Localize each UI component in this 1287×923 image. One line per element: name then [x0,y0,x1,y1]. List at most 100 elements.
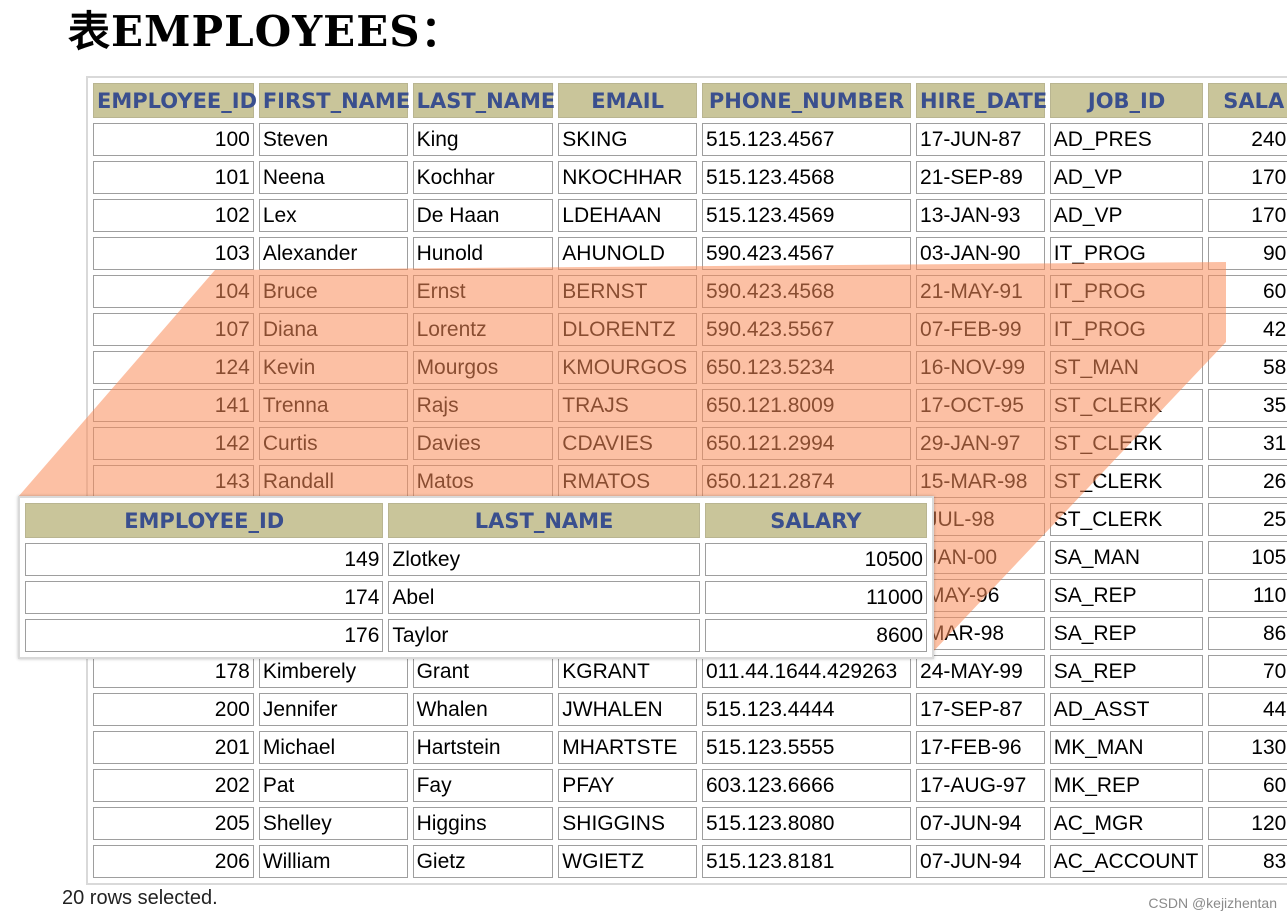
employees-cell-sala: 600 [1208,769,1287,802]
employees-cell-job-id: ST_CLERK [1049,465,1204,498]
employees-cell-sala: 1300 [1208,731,1287,764]
employees-cell-employee-id: 141 [93,389,254,422]
employees-cell-first-name: Diana [258,313,408,346]
employees-cell-employee-id: 178 [93,655,254,688]
employees-cell-sala: 1200 [1208,807,1287,840]
employees-cell-last-name: Higgins [412,807,554,840]
query-result-body: 149 Zlotkey 10500 174 Abel 11000 176 Taylor 8600 [25,543,927,652]
result-cell-last-name: Taylor [388,619,700,652]
employees-cell-phone-number: 590.423.4568 [701,275,912,308]
employees-cell-hire-date: 21-SEP-89 [916,161,1045,194]
employees-cell-last-name: Kochhar [412,161,554,194]
result-row: 176 Taylor 8600 [25,619,927,652]
employees-cell-sala: 1100 [1208,579,1287,612]
employees-cell-hire-date: 15-MAR-98 [916,465,1045,498]
employees-header-sala: SALA [1208,83,1287,118]
employees-cell-email: SHIGGINS [558,807,697,840]
employees-cell-first-name: Alexander [258,237,408,270]
query-result-header: EMPLOYEE_ID LAST_NAME SALARY [25,503,927,538]
employees-cell-sala: 260 [1208,465,1287,498]
employees-cell-first-name: Curtis [258,427,408,460]
employees-cell-email: PFAY [558,769,697,802]
employees-row: 206 William Gietz WGIETZ 515.123.8181 07-JUN-… [93,845,1287,878]
employees-row: 100 Steven King SKING 515.123.4567 17-JUN-87 A… [93,123,1287,156]
employees-cell-sala: 600 [1208,275,1287,308]
result-cell-employee-id: 176 [25,619,384,652]
employees-cell-job-id: ST_CLERK [1049,503,1204,536]
employees-cell-job-id: SA_REP [1049,579,1204,612]
employees-cell-email: SKING [558,123,697,156]
employees-cell-last-name: King [412,123,554,156]
result-cell-employee-id: 149 [25,543,384,576]
employees-cell-hire-date: -MAR-98 [916,617,1045,650]
employees-cell-first-name: Jennifer [258,693,408,726]
employees-cell-phone-number: 650.121.8009 [701,389,912,422]
employees-cell-job-id: AD_PRES [1049,123,1204,156]
employees-cell-last-name: Rajs [412,389,554,422]
employees-cell-hire-date: 29-JAN-97 [916,427,1045,460]
employees-cell-employee-id: 200 [93,693,254,726]
employees-cell-first-name: Steven [258,123,408,156]
employees-cell-last-name: Whalen [412,693,554,726]
employees-row: 102 Lex De Haan LDEHAAN 515.123.4569 13-JAN-9… [93,199,1287,232]
employees-cell-sala: 580 [1208,351,1287,384]
employees-cell-job-id: SA_REP [1049,655,1204,688]
employees-cell-sala: 310 [1208,427,1287,460]
employees-cell-phone-number: 590.423.4567 [701,237,912,270]
employees-cell-hire-date: 17-OCT-95 [916,389,1045,422]
employees-cell-job-id: AC_MGR [1049,807,1204,840]
employees-cell-job-id: MK_REP [1049,769,1204,802]
employees-cell-email: RMATOS [558,465,697,498]
employees-cell-first-name: Pat [258,769,408,802]
employees-cell-phone-number: 590.423.5567 [701,313,912,346]
employees-cell-last-name: Hunold [412,237,554,270]
employees-cell-employee-id: 202 [93,769,254,802]
result-cell-employee-id: 174 [25,581,384,614]
employees-row: 202 Pat Fay PFAY 603.123.6666 17-AUG-97 MK_REP… [93,769,1287,802]
employees-row: 201 Michael Hartstein MHARTSTE 515.123.5555 1… [93,731,1287,764]
employees-cell-last-name: Mourgos [412,351,554,384]
employees-cell-email: BERNST [558,275,697,308]
employees-cell-employee-id: 103 [93,237,254,270]
employees-row: 200 Jennifer Whalen JWHALEN 515.123.4444 17-S… [93,693,1287,726]
employees-cell-hire-date: -JAN-00 [916,541,1045,574]
employees-cell-phone-number: 515.123.8181 [701,845,912,878]
employees-cell-job-id: AC_ACCOUNT [1049,845,1204,878]
employees-cell-sala: 1050 [1208,541,1287,574]
employees-cell-job-id: MK_MAN [1049,731,1204,764]
employees-cell-job-id: SA_MAN [1049,541,1204,574]
employees-table: EMPLOYEE_ID FIRST_NAME LAST_NAME EMAIL PHONE… [86,76,1287,885]
employees-cell-hire-date: 07-JUN-94 [916,845,1045,878]
employees-cell-email: JWHALEN [558,693,697,726]
employees-cell-phone-number: 515.123.5555 [701,731,912,764]
employees-cell-hire-date: -JUL-98 [916,503,1045,536]
employees-cell-job-id: SA_REP [1049,617,1204,650]
employees-cell-phone-number: 515.123.4567 [701,123,912,156]
employees-cell-first-name: Kimberely [258,655,408,688]
employees-cell-job-id: ST_MAN [1049,351,1204,384]
employees-row: 141 Trenna Rajs TRAJS 650.121.8009 17-OCT-95 S… [93,389,1287,422]
employees-cell-last-name: Gietz [412,845,554,878]
employees-cell-job-id: IT_PROG [1049,275,1204,308]
result-row: 174 Abel 11000 [25,581,927,614]
employees-cell-email: KMOURGOS [558,351,697,384]
employees-cell-last-name: De Haan [412,199,554,232]
employees-cell-email: TRAJS [558,389,697,422]
employees-cell-employee-id: 107 [93,313,254,346]
employees-cell-first-name: Trenna [258,389,408,422]
employees-cell-phone-number: 650.121.2994 [701,427,912,460]
employees-cell-job-id: ST_CLERK [1049,389,1204,422]
employees-cell-hire-date: 03-JAN-90 [916,237,1045,270]
employees-cell-sala: 860 [1208,617,1287,650]
employees-cell-last-name: Davies [412,427,554,460]
result-cell-salary: 8600 [704,619,927,652]
employees-row: 101 Neena Kochhar NKOCHHAR 515.123.4568 21-SE… [93,161,1287,194]
employees-cell-hire-date: 24-MAY-99 [916,655,1045,688]
employees-cell-sala: 830 [1208,845,1287,878]
result-cell-last-name: Abel [388,581,700,614]
employees-cell-employee-id: 142 [93,427,254,460]
employees-row: 142 Curtis Davies CDAVIES 650.121.2994 29-JAN… [93,427,1287,460]
employees-cell-sala: 900 [1208,237,1287,270]
employees-cell-last-name: Lorentz [412,313,554,346]
employees-row: 104 Bruce Ernst BERNST 590.423.4568 21-MAY-91… [93,275,1287,308]
